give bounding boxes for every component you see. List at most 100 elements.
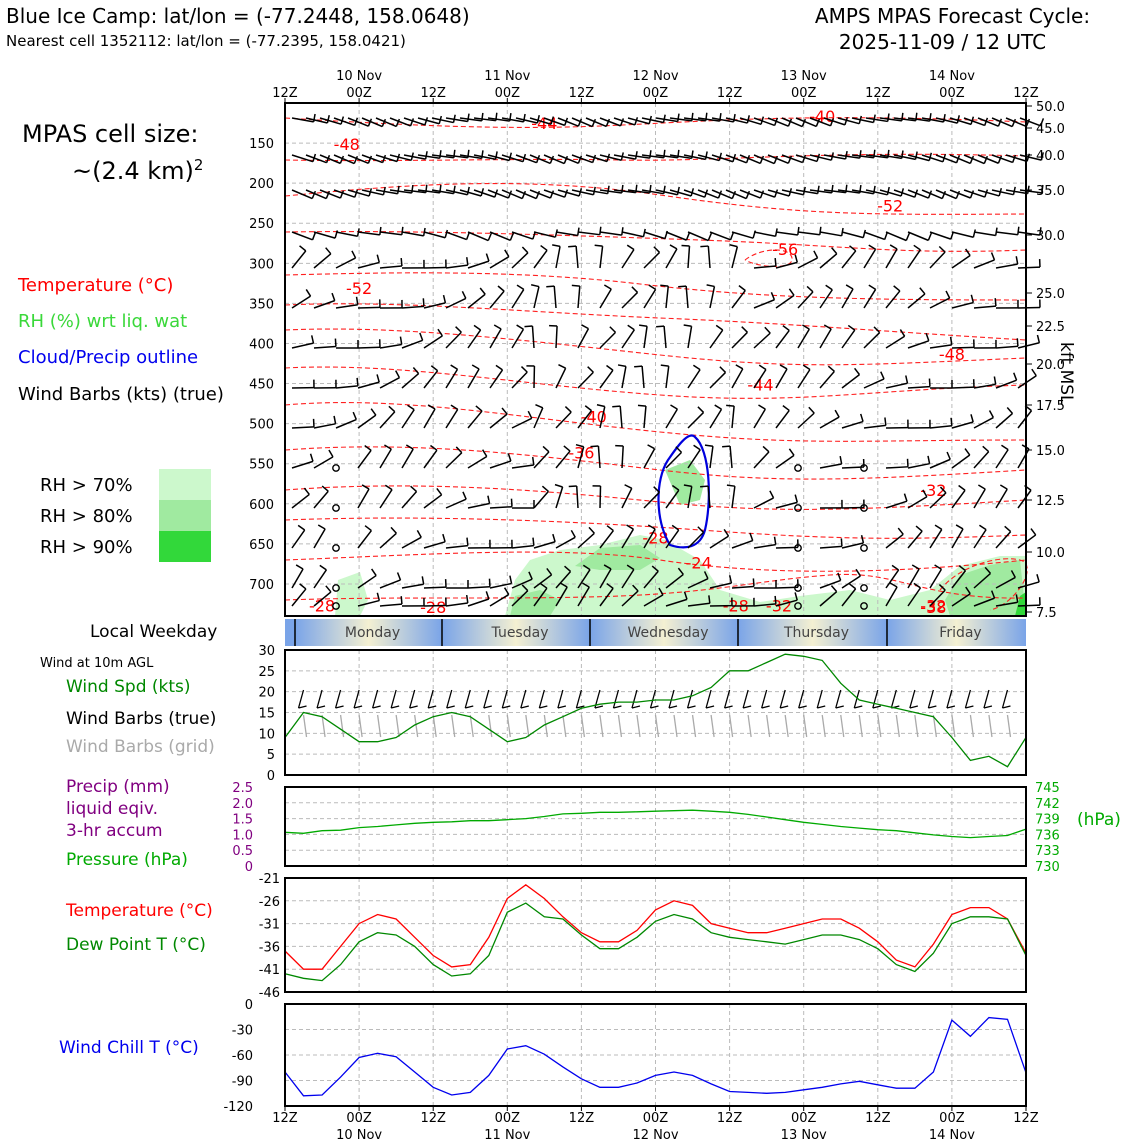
- isotherm-line: [284, 551, 1027, 572]
- wind-barb-staff: [555, 231, 578, 237]
- wind-barb-staff: [949, 117, 972, 126]
- wind-barb-staff: [417, 189, 440, 194]
- surface-barb-grid: [877, 714, 882, 738]
- surface-barb-true-flag: [539, 705, 548, 709]
- wind-barb-flag: [964, 448, 971, 456]
- temperature-label: Temperature (°C): [66, 901, 213, 921]
- pressure-tick-label: 650: [249, 538, 274, 553]
- surface-barb-true: [575, 689, 583, 709]
- wind-barb-staff: [467, 585, 491, 589]
- wind-barb-staff: [335, 385, 358, 389]
- wind-barb-staff: [533, 451, 550, 469]
- wind-barb-staff: [613, 154, 636, 160]
- wind-barb-staff: [577, 231, 600, 236]
- wind-barb-flag: [819, 226, 822, 235]
- calm-wind-circle: [794, 584, 802, 592]
- calm-wind-circle: [860, 602, 868, 610]
- wind-barb-staff: [753, 451, 770, 469]
- wind-barb-staff: [423, 604, 447, 607]
- wind-barb-staff: [555, 586, 568, 607]
- wind-barb-staff: [949, 154, 971, 165]
- height-tick-label: 35.0: [1036, 184, 1065, 199]
- top-time-tick-label: 12Z: [420, 86, 446, 101]
- wind-barb-staff: [711, 189, 733, 200]
- wind-barb-staff: [973, 305, 996, 309]
- wind-barb-flag: [922, 489, 928, 498]
- wind-barb-flag: [504, 249, 510, 258]
- wind-barb-staff: [709, 582, 732, 589]
- wind-barb-flag: [297, 524, 306, 531]
- wind-barb-staff: [973, 529, 987, 549]
- surface-barb-grid: [766, 714, 771, 738]
- legend-rh80: RH > 80%: [40, 506, 133, 527]
- legend-rh80-swatch: [159, 500, 211, 531]
- rh-region: [335, 572, 368, 616]
- wind-barb-staff: [731, 368, 744, 389]
- wind-barb-flag: [325, 585, 332, 593]
- wind-barb-flag: [1017, 226, 1020, 235]
- pressure-tick-label: 400: [249, 337, 274, 352]
- precip-tick-label: 1.0: [232, 828, 253, 843]
- wind-barb-staff: [357, 231, 380, 236]
- calm-wind-circle: [860, 464, 868, 472]
- wind-barb-staff: [809, 117, 831, 127]
- wind-barb-flag: [582, 564, 591, 571]
- wind-barb-flag: [847, 324, 856, 331]
- wind-barb-flag: [964, 248, 971, 256]
- wind-barb-flag: [905, 232, 911, 241]
- wind-barb-staff: [489, 505, 513, 509]
- surface-barb-grid: [525, 714, 530, 738]
- isotherm-label: -38: [920, 598, 946, 617]
- wind-barb-flag: [801, 154, 807, 163]
- isotherm-line: [284, 272, 1027, 301]
- wind-barb-flag: [376, 374, 380, 383]
- wind-barb-staff: [501, 154, 524, 163]
- wind-barb-flag: [396, 185, 400, 194]
- wind-barb-staff: [361, 189, 384, 196]
- wind-barb-flag: [521, 584, 529, 592]
- wind-barb-staff: [621, 366, 627, 389]
- isotherm-label: -32: [920, 481, 946, 500]
- wind-barb-staff: [389, 117, 411, 127]
- wind-barb-flag: [1040, 152, 1044, 161]
- temperature-tick-label: -46: [259, 986, 280, 1001]
- wind-barb-flag: [354, 189, 359, 198]
- windchill-tick-label: 0: [245, 998, 253, 1013]
- pressure-tick-label: 450: [249, 378, 274, 393]
- wind-barb-staff: [335, 303, 358, 309]
- wind-barb-staff: [627, 117, 650, 125]
- wind-barb-staff: [621, 528, 635, 549]
- wind-barb-staff: [663, 326, 667, 349]
- wind-barb-staff: [379, 489, 393, 509]
- weekday-day-band: [295, 619, 442, 646]
- surface-barb-true-flag: [687, 705, 696, 709]
- wind-barb-staff: [767, 154, 789, 164]
- wind-barb-staff: [515, 117, 538, 124]
- calm-wind-circle: [794, 504, 802, 512]
- surface-barb-true: [723, 689, 731, 709]
- wind-barb-staff: [753, 154, 775, 165]
- wind-barb-flag: [471, 364, 480, 370]
- top-time-tick-label: 00Z: [346, 86, 372, 101]
- isotherm-line: [284, 328, 1027, 366]
- wind-barb-staff: [487, 189, 509, 199]
- wind-barb-staff: [599, 117, 621, 127]
- wind-barb-flag: [830, 585, 838, 593]
- wind-barb-staff: [907, 293, 926, 309]
- windchill-panel: 0 -30 -60 -90 -120: [223, 998, 1027, 1115]
- wind-barb-flag: [422, 298, 425, 307]
- wind-barb-staff: [533, 407, 544, 429]
- weekday-day-band: [738, 619, 887, 646]
- wind-barb-flag: [634, 365, 643, 368]
- bottom-time-tick-label: 00Z: [939, 1111, 965, 1126]
- wind-barb-staff: [319, 117, 342, 125]
- wind-barb-staff: [841, 575, 861, 589]
- wind-barb-flag: [972, 229, 977, 238]
- wind-barb-staff: [511, 371, 528, 389]
- wind-barb-staff: [445, 331, 462, 349]
- wind-barb-flag: [627, 324, 635, 331]
- wind-barb-flag: [660, 364, 669, 367]
- wind-barb-staff: [445, 368, 459, 389]
- wind-barb-staff: [555, 246, 561, 269]
- wind-barb-flag: [632, 584, 639, 592]
